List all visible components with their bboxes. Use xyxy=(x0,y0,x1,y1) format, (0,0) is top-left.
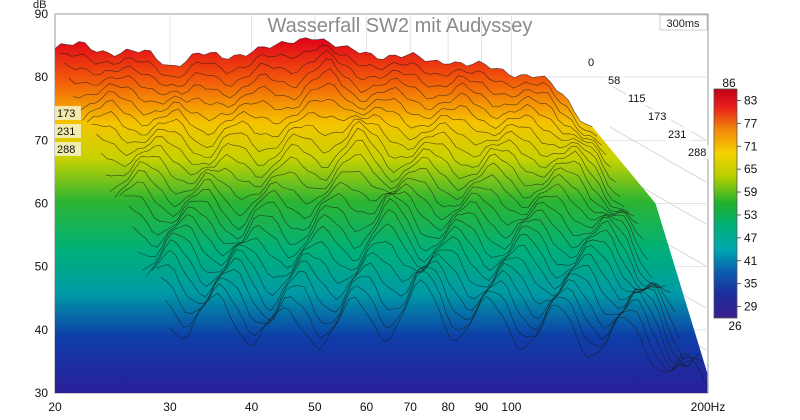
time-label-left-box xyxy=(55,124,81,138)
time-slice-label: 173 xyxy=(648,111,666,123)
time-slice-line xyxy=(110,154,648,260)
y-tick-label: 40 xyxy=(35,323,49,337)
x-tick-labels: 20 30 40 50 60 70 80 90 100 200Hz xyxy=(48,400,725,414)
time-slice-line xyxy=(123,191,662,289)
time-slice-label-box xyxy=(586,55,597,69)
x-tick-label: 20 xyxy=(48,400,62,414)
colorbar-max: 86 xyxy=(722,76,736,90)
time-slice-line xyxy=(96,120,634,217)
y-axis-label: dB xyxy=(33,0,46,11)
y-tick-label: 30 xyxy=(35,386,49,400)
x-tick-label: 70 xyxy=(404,400,418,414)
time-badge: 300ms xyxy=(666,18,700,30)
time-label-left-box xyxy=(55,142,81,156)
y-tick-label: 70 xyxy=(35,133,49,147)
time-slice-line xyxy=(156,260,694,367)
x-tick-label: 80 xyxy=(441,400,455,414)
time-slice-line xyxy=(55,37,593,127)
perspective-line xyxy=(609,126,707,183)
time-slice-line xyxy=(160,265,699,370)
time-slice-label-box xyxy=(646,109,671,123)
colorbar-tick-label: 59 xyxy=(744,185,758,199)
time-slice-label-box xyxy=(666,127,691,141)
colorbar-tick-label: 35 xyxy=(744,277,758,291)
waterfall-fill xyxy=(55,37,708,393)
colorbar-tick-label: 29 xyxy=(744,300,758,314)
time-slice-line xyxy=(114,169,653,279)
time-labels-left: 173 231 288 xyxy=(55,106,81,156)
time-slice-lines xyxy=(55,37,708,387)
time-slice-line xyxy=(86,111,625,208)
time-slice-line xyxy=(91,118,630,213)
time-slice-line xyxy=(100,127,639,225)
colorbar-tick-label: 53 xyxy=(744,208,758,222)
time-slice-line xyxy=(137,209,676,313)
time-slice-line xyxy=(59,44,598,137)
y-tick-label: 90 xyxy=(35,7,49,21)
time-slice-line xyxy=(169,279,708,387)
y-tick-label: 80 xyxy=(35,70,49,84)
time-slice-label: 288 xyxy=(688,147,706,159)
time-slice-label: 115 xyxy=(628,93,646,105)
time-slice-label: 0 xyxy=(588,57,594,69)
x-tick-label: 50 xyxy=(308,400,322,414)
time-slice-line xyxy=(82,99,621,197)
x-tick-label: 40 xyxy=(245,400,259,414)
time-slice-line xyxy=(105,139,644,240)
time-label-left: 288 xyxy=(57,144,75,156)
time-slice-label-box xyxy=(606,73,624,87)
time-slice-line xyxy=(165,269,703,372)
x-tick-label: 100 xyxy=(501,400,521,414)
y-tick-labels: 30 40 50 60 70 80 90 xyxy=(35,7,49,400)
time-slice-line xyxy=(73,68,611,168)
time-slice-label: 58 xyxy=(608,75,620,87)
colorbar-tick-label: 65 xyxy=(744,162,758,176)
y-tick-label: 60 xyxy=(35,197,49,211)
colorbar-tick-label: 77 xyxy=(744,116,758,130)
x-tick-label: 200Hz xyxy=(691,400,726,414)
colorbar-tick-label: 47 xyxy=(744,231,758,245)
colorbar xyxy=(713,88,738,319)
colorbar-tick-label: 71 xyxy=(744,139,758,153)
x-tick-label: 30 xyxy=(163,400,177,414)
waterfall-surface xyxy=(55,37,708,393)
time-slice-line xyxy=(146,239,685,361)
x-tick-label: 60 xyxy=(360,400,374,414)
time-label-left: 173 xyxy=(57,108,75,120)
time-slice-line xyxy=(64,49,602,146)
time-label-left: 231 xyxy=(57,126,75,138)
x-tick-label: 90 xyxy=(475,400,489,414)
time-slice-line xyxy=(68,58,607,156)
time-slice-line xyxy=(132,198,671,293)
colorbar-tick-labels: 83 77 71 65 59 53 47 41 35 29 xyxy=(737,93,758,314)
time-slice-label: 231 xyxy=(668,129,686,141)
time-slice-line xyxy=(128,193,666,291)
chart-title: Wasserfall SW2 mit Audyssey xyxy=(268,15,533,37)
colorbar-tick-label: 41 xyxy=(744,254,758,268)
colorbar-tick-label: 83 xyxy=(744,93,758,107)
time-slice-line xyxy=(77,82,616,183)
time-badge-box xyxy=(659,14,708,31)
time-label-left-box xyxy=(55,106,81,120)
time-slice-line xyxy=(142,223,680,340)
time-slice-label-box xyxy=(686,145,711,159)
time-slice-label-box xyxy=(626,91,651,105)
y-tick-label: 50 xyxy=(35,260,49,274)
colorbar-min: 26 xyxy=(728,319,742,333)
